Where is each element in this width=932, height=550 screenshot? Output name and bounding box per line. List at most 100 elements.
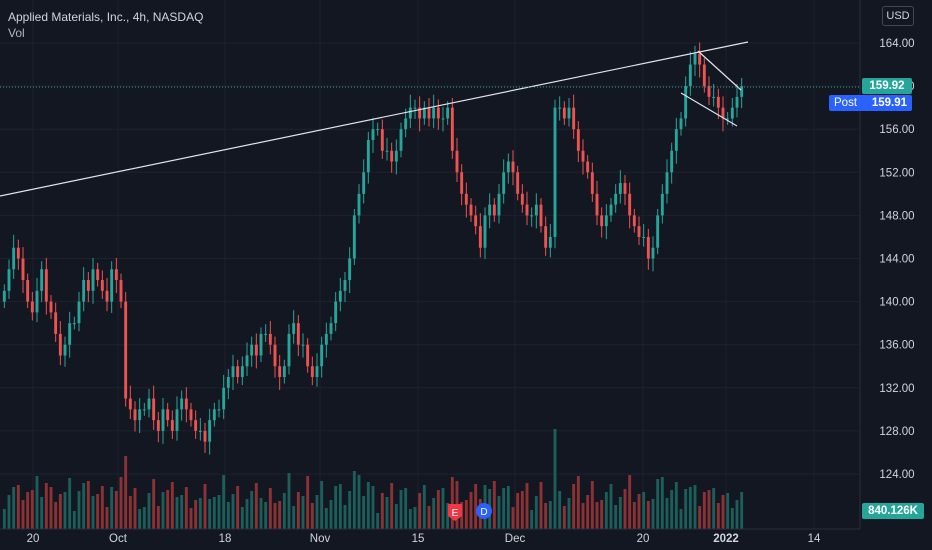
candle-body <box>231 366 235 378</box>
candle-body <box>236 366 240 378</box>
volume-bar <box>516 493 520 529</box>
volume-bar <box>525 483 529 529</box>
volume-bar <box>623 489 627 529</box>
x-tick-label: Nov <box>310 533 331 545</box>
volume-bar <box>278 501 282 529</box>
candle-body <box>450 107 454 151</box>
dividend-marker-label: D <box>480 507 487 518</box>
candle-body <box>572 107 576 130</box>
candle-body <box>180 398 184 410</box>
post-market-tag: Post 159.91 <box>829 95 912 111</box>
candle-body <box>320 344 324 367</box>
candle-body <box>576 129 580 151</box>
volume-bar <box>614 505 618 529</box>
candle-body <box>483 215 487 248</box>
volume-bar <box>408 509 412 529</box>
volume-bar <box>530 510 534 529</box>
volume-bars <box>2 429 744 529</box>
candle-body <box>348 258 352 281</box>
candle-body <box>511 161 515 173</box>
volume-bar <box>595 502 599 529</box>
x-tick-label: 14 <box>808 533 821 545</box>
candle-body <box>497 193 501 216</box>
volume-bar <box>436 490 440 529</box>
candle-body <box>175 409 179 431</box>
volume-bar <box>712 488 716 529</box>
volume-bar <box>40 497 44 529</box>
y-tick-label: 156.00 <box>879 124 914 136</box>
y-tick-label: 144.00 <box>879 254 914 266</box>
candle-body <box>142 409 146 411</box>
y-tick-label: 148.00 <box>879 210 914 222</box>
candle-body <box>488 204 492 216</box>
candle-body <box>91 269 95 291</box>
volume-bar <box>35 476 39 529</box>
volume-bar <box>553 429 557 529</box>
volume-bar <box>49 487 53 529</box>
candle-body <box>688 64 692 87</box>
candle-body <box>544 226 548 248</box>
candle-body <box>506 161 510 173</box>
volume-bar <box>240 507 244 529</box>
candle-body <box>660 193 664 216</box>
volume-bar <box>26 492 30 529</box>
candle-body <box>665 172 669 194</box>
candle-body <box>306 344 310 367</box>
candle-body <box>516 172 520 194</box>
volume-bar <box>721 495 725 529</box>
candle-body <box>623 183 627 194</box>
candle-body <box>245 355 249 367</box>
volume-bar <box>77 491 81 529</box>
candle-body <box>637 226 641 237</box>
candle-body <box>194 420 198 431</box>
volume-bar <box>618 497 622 529</box>
volume-bar <box>380 493 384 529</box>
volume-bar <box>91 496 95 529</box>
post-market-value: 159.91 <box>871 97 907 109</box>
x-tick-label: 18 <box>219 533 232 545</box>
channel-upper-line <box>697 50 742 91</box>
volume-bar <box>600 500 604 529</box>
x-tick-label: Dec <box>505 533 526 545</box>
volume-bar <box>58 494 62 529</box>
volume-bar <box>651 499 655 529</box>
volume-bar <box>581 503 585 529</box>
volume-bar <box>259 498 263 529</box>
volume-bar <box>464 500 468 529</box>
volume-bar <box>254 483 258 529</box>
candle-body <box>618 183 622 194</box>
candle-body <box>460 172 464 194</box>
candle-body <box>674 129 678 151</box>
volume-bar <box>441 488 445 529</box>
volume-bar <box>96 494 100 529</box>
candle-body <box>385 150 389 152</box>
y-tick-label: 136.00 <box>879 340 914 352</box>
candle-body <box>203 430 207 442</box>
volume-bar <box>268 488 272 529</box>
candle-body <box>315 366 319 378</box>
chart-grid <box>0 0 860 529</box>
candle-body <box>632 215 636 227</box>
candle-body <box>7 269 11 291</box>
volume-bar <box>133 488 137 529</box>
x-axis: 20 Oct 18 Nov 15 Dec 20 2022 14 <box>27 533 821 545</box>
candle-body <box>600 215 604 227</box>
volume-bar <box>707 490 711 529</box>
volume-bar <box>208 499 212 529</box>
volume-bar <box>100 486 104 529</box>
volume-bar <box>586 495 590 529</box>
y-tick-label: 164.00 <box>879 38 914 50</box>
candle-body <box>119 280 123 302</box>
volume-bar <box>105 507 109 529</box>
candle-body <box>105 290 109 302</box>
candle-body <box>502 172 506 194</box>
candle-body <box>740 86 744 97</box>
candle-body <box>21 258 25 281</box>
currency-button[interactable]: USD <box>882 6 914 26</box>
candle-body <box>642 236 646 238</box>
volume-bar <box>670 490 674 529</box>
candle-body <box>156 420 160 431</box>
candle-body <box>525 204 529 216</box>
candle-body <box>530 215 534 217</box>
